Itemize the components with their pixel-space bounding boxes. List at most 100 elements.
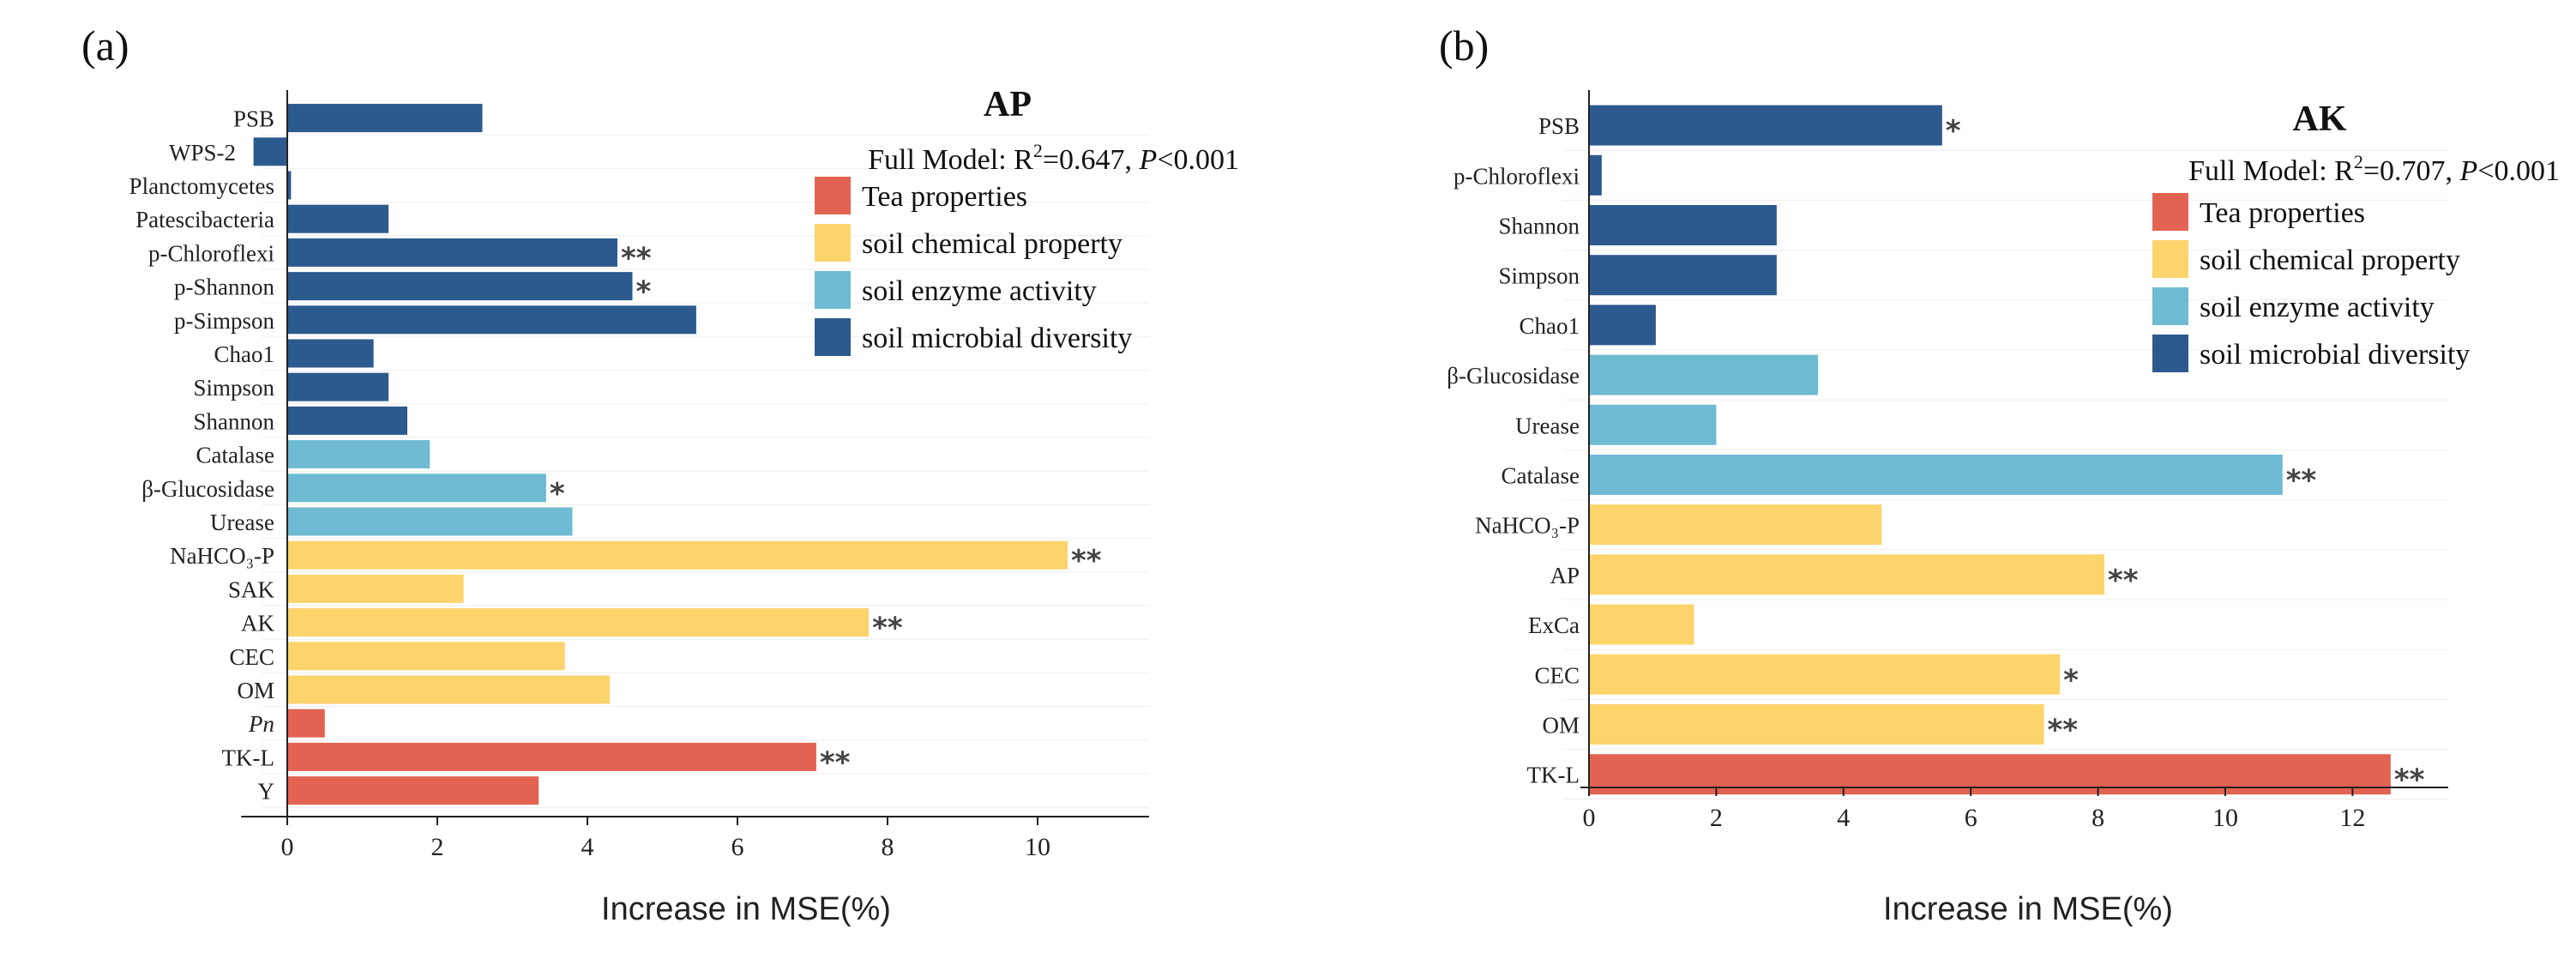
- model-r2-superscript: 2: [2354, 151, 2363, 172]
- bar: [287, 171, 292, 200]
- model-statistics: Full Model: R2=0.647, P<0.001: [868, 140, 1239, 176]
- significance-label: **: [872, 612, 903, 646]
- legend-swatch: [815, 271, 851, 309]
- legend-swatch: [2152, 287, 2188, 325]
- x-tick-label: 8: [2091, 804, 2104, 832]
- bar: [287, 339, 374, 368]
- category-label: ExCa: [1528, 612, 1580, 638]
- bar: [287, 372, 389, 401]
- category-label: TK-L: [222, 745, 274, 770]
- x-tick-label: 12: [2339, 804, 2365, 832]
- bar: [253, 137, 287, 166]
- x-tick-label: 2: [1710, 804, 1723, 832]
- significance-label: *: [1946, 114, 1961, 148]
- category-label: AK: [241, 611, 274, 636]
- bar: [287, 104, 483, 133]
- chart-title: AP: [984, 85, 1032, 124]
- category-label: Patescibacteria: [135, 207, 274, 232]
- model-prefix: Full Model: R: [2188, 155, 2354, 187]
- x-tick-label: 0: [281, 833, 294, 861]
- bar: [1589, 754, 2391, 795]
- category-label: Catalase: [196, 443, 274, 468]
- legend-swatch: [2152, 335, 2188, 372]
- category-label: β-Glucosidase: [141, 476, 274, 502]
- x-tick-label: 6: [731, 833, 744, 861]
- category-label: WPS-2: [169, 140, 236, 166]
- x-axis-title: Increase in MSE(%): [1883, 891, 2173, 927]
- x-tick-label: 8: [882, 833, 894, 861]
- legend-swatch: [815, 318, 851, 356]
- chart-title: AK: [2293, 100, 2347, 139]
- category-label: Shannon: [194, 408, 275, 434]
- significance-label: **: [621, 241, 652, 275]
- bar: [287, 709, 325, 738]
- bar: [1589, 604, 1694, 645]
- bar: [287, 507, 573, 536]
- legend-label: soil enzyme activity: [862, 275, 1097, 307]
- x-tick-label: 10: [1025, 833, 1050, 861]
- significance-label: *: [2063, 663, 2079, 697]
- bar: [287, 642, 565, 671]
- panel-a: (a) PSB WPS-2 Planctomycetes Patescibacteria…: [81, 21, 1239, 927]
- bar: [287, 406, 407, 435]
- significance-label: **: [820, 745, 851, 780]
- bar: [1589, 105, 1942, 146]
- category-label: Simpson: [1498, 263, 1580, 289]
- x-tick-label: 6: [1965, 804, 1977, 832]
- category-label: p-Chloroflexi: [148, 240, 274, 266]
- category-label: p-Simpson: [174, 308, 275, 334]
- significance-label: **: [2048, 714, 2079, 748]
- x-tick-label: 0: [1583, 804, 1596, 832]
- significance-label: *: [550, 477, 565, 511]
- category-label: Simpson: [193, 375, 274, 401]
- bar: [287, 440, 430, 469]
- model-p-value: <0.001: [2477, 155, 2560, 187]
- bar: [1589, 305, 1656, 346]
- category-label: Chao1: [214, 341, 275, 367]
- bar: [287, 776, 539, 805]
- category-label: OM: [1542, 713, 1580, 739]
- bar: [287, 272, 633, 301]
- model-p-symbol: P: [2459, 155, 2478, 187]
- bar: [1589, 154, 1602, 196]
- legend-label: soil enzyme activity: [2200, 292, 2435, 323]
- category-label: Shannon: [1499, 214, 1580, 239]
- x-tick-label: 4: [1837, 804, 1850, 832]
- bar: [1589, 504, 1882, 546]
- bar: [287, 204, 389, 233]
- bar: [287, 574, 464, 603]
- significance-label: *: [636, 275, 652, 310]
- category-label: PSB: [1538, 113, 1580, 139]
- significance-label: **: [2286, 464, 2317, 498]
- category-label: p-Chloroflexi: [1454, 163, 1580, 189]
- category-label: Chao1: [1520, 313, 1580, 339]
- legend-swatch: [2152, 193, 2188, 231]
- category-label: Urease: [210, 510, 274, 535]
- legend-label: soil chemical property: [2200, 244, 2460, 276]
- category-label: OM: [237, 678, 274, 703]
- category-label: AP: [1550, 563, 1580, 588]
- bar: [287, 540, 1068, 570]
- bar: [287, 675, 611, 704]
- panel-b: (b) PSB * p-Chloroflexi Shannon Simpson Chao1 β…: [1439, 21, 2560, 927]
- significance-label: **: [2394, 763, 2425, 798]
- model-statistics: Full Model: R2=0.707, P<0.001: [2188, 151, 2560, 187]
- category-label: Pn: [248, 711, 274, 737]
- panel-label: (a): [81, 21, 129, 69]
- category-label: Urease: [1515, 413, 1580, 438]
- legend-label: Tea properties: [862, 181, 1027, 213]
- category-label: CEC: [1534, 662, 1580, 688]
- category-label: Planctomycetes: [129, 173, 274, 199]
- bar: [1589, 404, 1717, 445]
- bar: [1589, 455, 2283, 495]
- category-label: p-Shannon: [174, 274, 274, 300]
- x-axis-title: Increase in MSE(%): [601, 891, 891, 927]
- legend-label: Tea properties: [2200, 197, 2365, 229]
- significance-label: **: [1071, 544, 1102, 578]
- panel-label: (b): [1439, 21, 1489, 69]
- model-r2-value: =0.647,: [1043, 144, 1140, 176]
- bar: [1589, 654, 2061, 695]
- bar: [287, 305, 696, 335]
- bar: [287, 742, 816, 771]
- model-p-value: <0.001: [1157, 144, 1239, 176]
